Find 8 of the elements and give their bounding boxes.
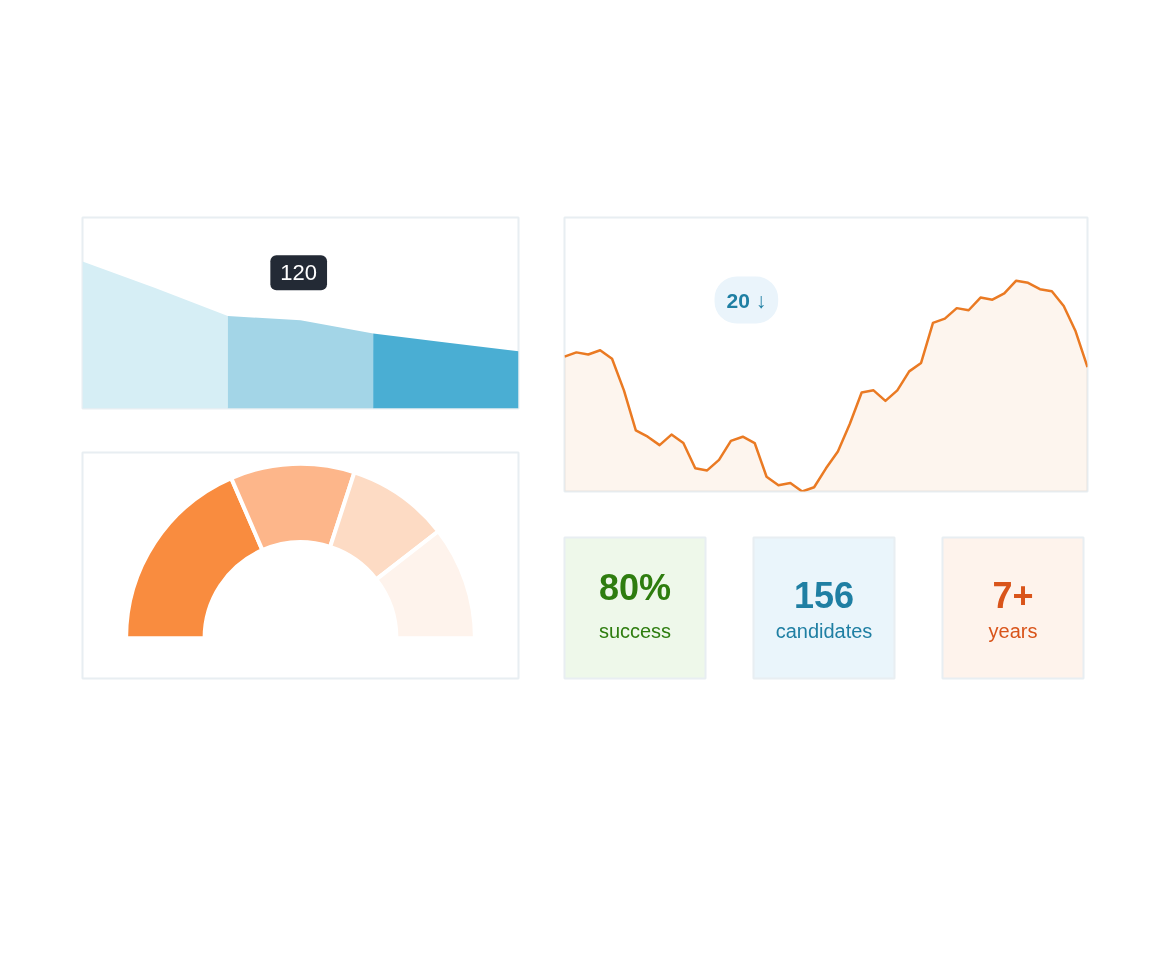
text: 7+ [992, 575, 1034, 616]
text: years [988, 619, 1038, 642]
annotation: 120 [280, 260, 318, 286]
text: success [598, 619, 672, 642]
text: candidates [775, 619, 873, 642]
annotation: 20 ↓ [726, 288, 767, 312]
text: 156 [793, 575, 855, 616]
text: 80% [598, 567, 672, 608]
